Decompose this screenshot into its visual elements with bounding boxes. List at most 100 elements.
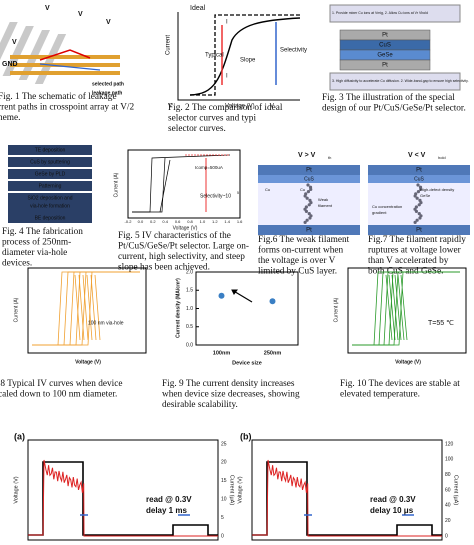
curve [32, 271, 140, 346]
x-tick-label: 1.6 [237, 219, 243, 224]
curve [32, 271, 140, 346]
label: GeSe [420, 193, 431, 198]
label: CuS by sputtering [30, 159, 70, 165]
curve [32, 271, 140, 346]
caption: desirable scalability. [162, 400, 238, 410]
label: delay 1 ms [146, 506, 187, 515]
label: Pt [382, 33, 388, 39]
label: V < V [408, 152, 426, 159]
label: V [45, 5, 50, 12]
curve [352, 271, 460, 346]
x-tick-label: 0.8 [187, 219, 193, 224]
curve [177, 12, 300, 101]
caption: Pt/CuS/GeSe/Pt selector. Large on- [118, 242, 249, 252]
x-tick-label: 1.4 [224, 219, 230, 224]
caption: selector curves and typi [168, 114, 256, 124]
y-tick-label: 0.0 [186, 342, 193, 348]
shape [8, 181, 92, 191]
label: Current (μA) [229, 475, 235, 506]
x-tick-label: 250nm [264, 350, 282, 356]
curve [352, 271, 460, 346]
shape [10, 55, 120, 59]
x-tick-label: 1.2 [212, 219, 218, 224]
curve [352, 271, 460, 346]
caption: selector curves. [168, 124, 226, 134]
shape [8, 157, 92, 167]
label: Voltage (V) [173, 225, 198, 231]
label: Voltage (V) [237, 476, 243, 503]
label: Pt [382, 63, 388, 69]
y2-tick-label: 120 [445, 441, 454, 447]
ion [415, 196, 419, 200]
ion [303, 194, 307, 198]
y-tick-label: 1.5 [186, 288, 193, 294]
y2-tick-label: 10 [221, 497, 227, 503]
shape [0, 22, 18, 72]
caption: Fig.6 The weak filament [258, 234, 350, 245]
label: Selectivity~10 [200, 193, 231, 199]
shape [127, 149, 241, 219]
y2-tick-label: 15 [221, 478, 227, 484]
ion [413, 220, 417, 224]
y2-tick-label: 100 [445, 457, 454, 463]
curve [32, 271, 140, 346]
label: Pt [306, 228, 312, 234]
ion [303, 220, 307, 224]
ion [307, 203, 311, 207]
label: 100 nm via-hole [88, 320, 124, 326]
y2-tick-label: 60 [445, 487, 451, 493]
ion [307, 212, 311, 216]
caption: Fig. 2 The comparison of ideal [168, 102, 283, 113]
caption: diameter via-hole [2, 248, 67, 258]
caption: Fig. 1 The schematic of leakage [0, 91, 117, 102]
label: via-hole formation [30, 203, 70, 209]
caption: when device size decreases, showing [162, 390, 300, 400]
label: Slope [240, 58, 256, 64]
y2-tick-label: 80 [445, 472, 451, 478]
shape [251, 439, 443, 541]
y-tick-label: 2.0 [186, 269, 193, 275]
caption: heme. [0, 113, 20, 123]
curve [39, 49, 91, 61]
x-tick-label: 0.0 [138, 219, 144, 224]
ion [306, 183, 310, 187]
ion [305, 218, 309, 222]
shape [368, 165, 470, 175]
ion [308, 216, 312, 220]
label: Current (A) [113, 172, 119, 197]
x-tick-label: 1.0 [200, 219, 206, 224]
x-tick-label: 0.6 [175, 219, 181, 224]
label: GeSe by PLD [35, 171, 66, 177]
y-tick-label: 1.0 [186, 306, 193, 312]
caption: forms on-current when [258, 245, 344, 256]
shape [8, 213, 92, 223]
label: th [328, 155, 331, 160]
caption: Fig. 4 The fabrication [2, 226, 83, 237]
ion [419, 187, 423, 191]
y2-tick-label: 25 [221, 441, 227, 447]
curve [190, 14, 300, 96]
y-tick-label: 0.5 [186, 324, 193, 330]
label: V [78, 11, 83, 18]
label: selected path [92, 81, 124, 87]
label: High-defect density [420, 187, 454, 192]
curve [39, 63, 101, 71]
shape [195, 271, 299, 346]
ion [305, 196, 309, 200]
ion [413, 194, 417, 198]
y2-tick-label: 40 [445, 503, 451, 509]
label: I [226, 20, 228, 26]
curve [28, 459, 218, 537]
label: Weak [318, 197, 328, 202]
label: Current (μA) [453, 475, 459, 506]
caption: the voltage is over V [258, 256, 336, 266]
caption: Fig.7 The filament rapidly [368, 234, 466, 245]
label: (a) [14, 431, 25, 441]
label: Selectivity [280, 48, 307, 54]
curve [189, 17, 301, 96]
label: TE deposition [35, 147, 66, 153]
label: 1. Provide mixer Cu ions at Vmig, 2. All… [332, 11, 428, 15]
shape [8, 169, 92, 179]
label: read @ 0.3V [370, 495, 416, 504]
